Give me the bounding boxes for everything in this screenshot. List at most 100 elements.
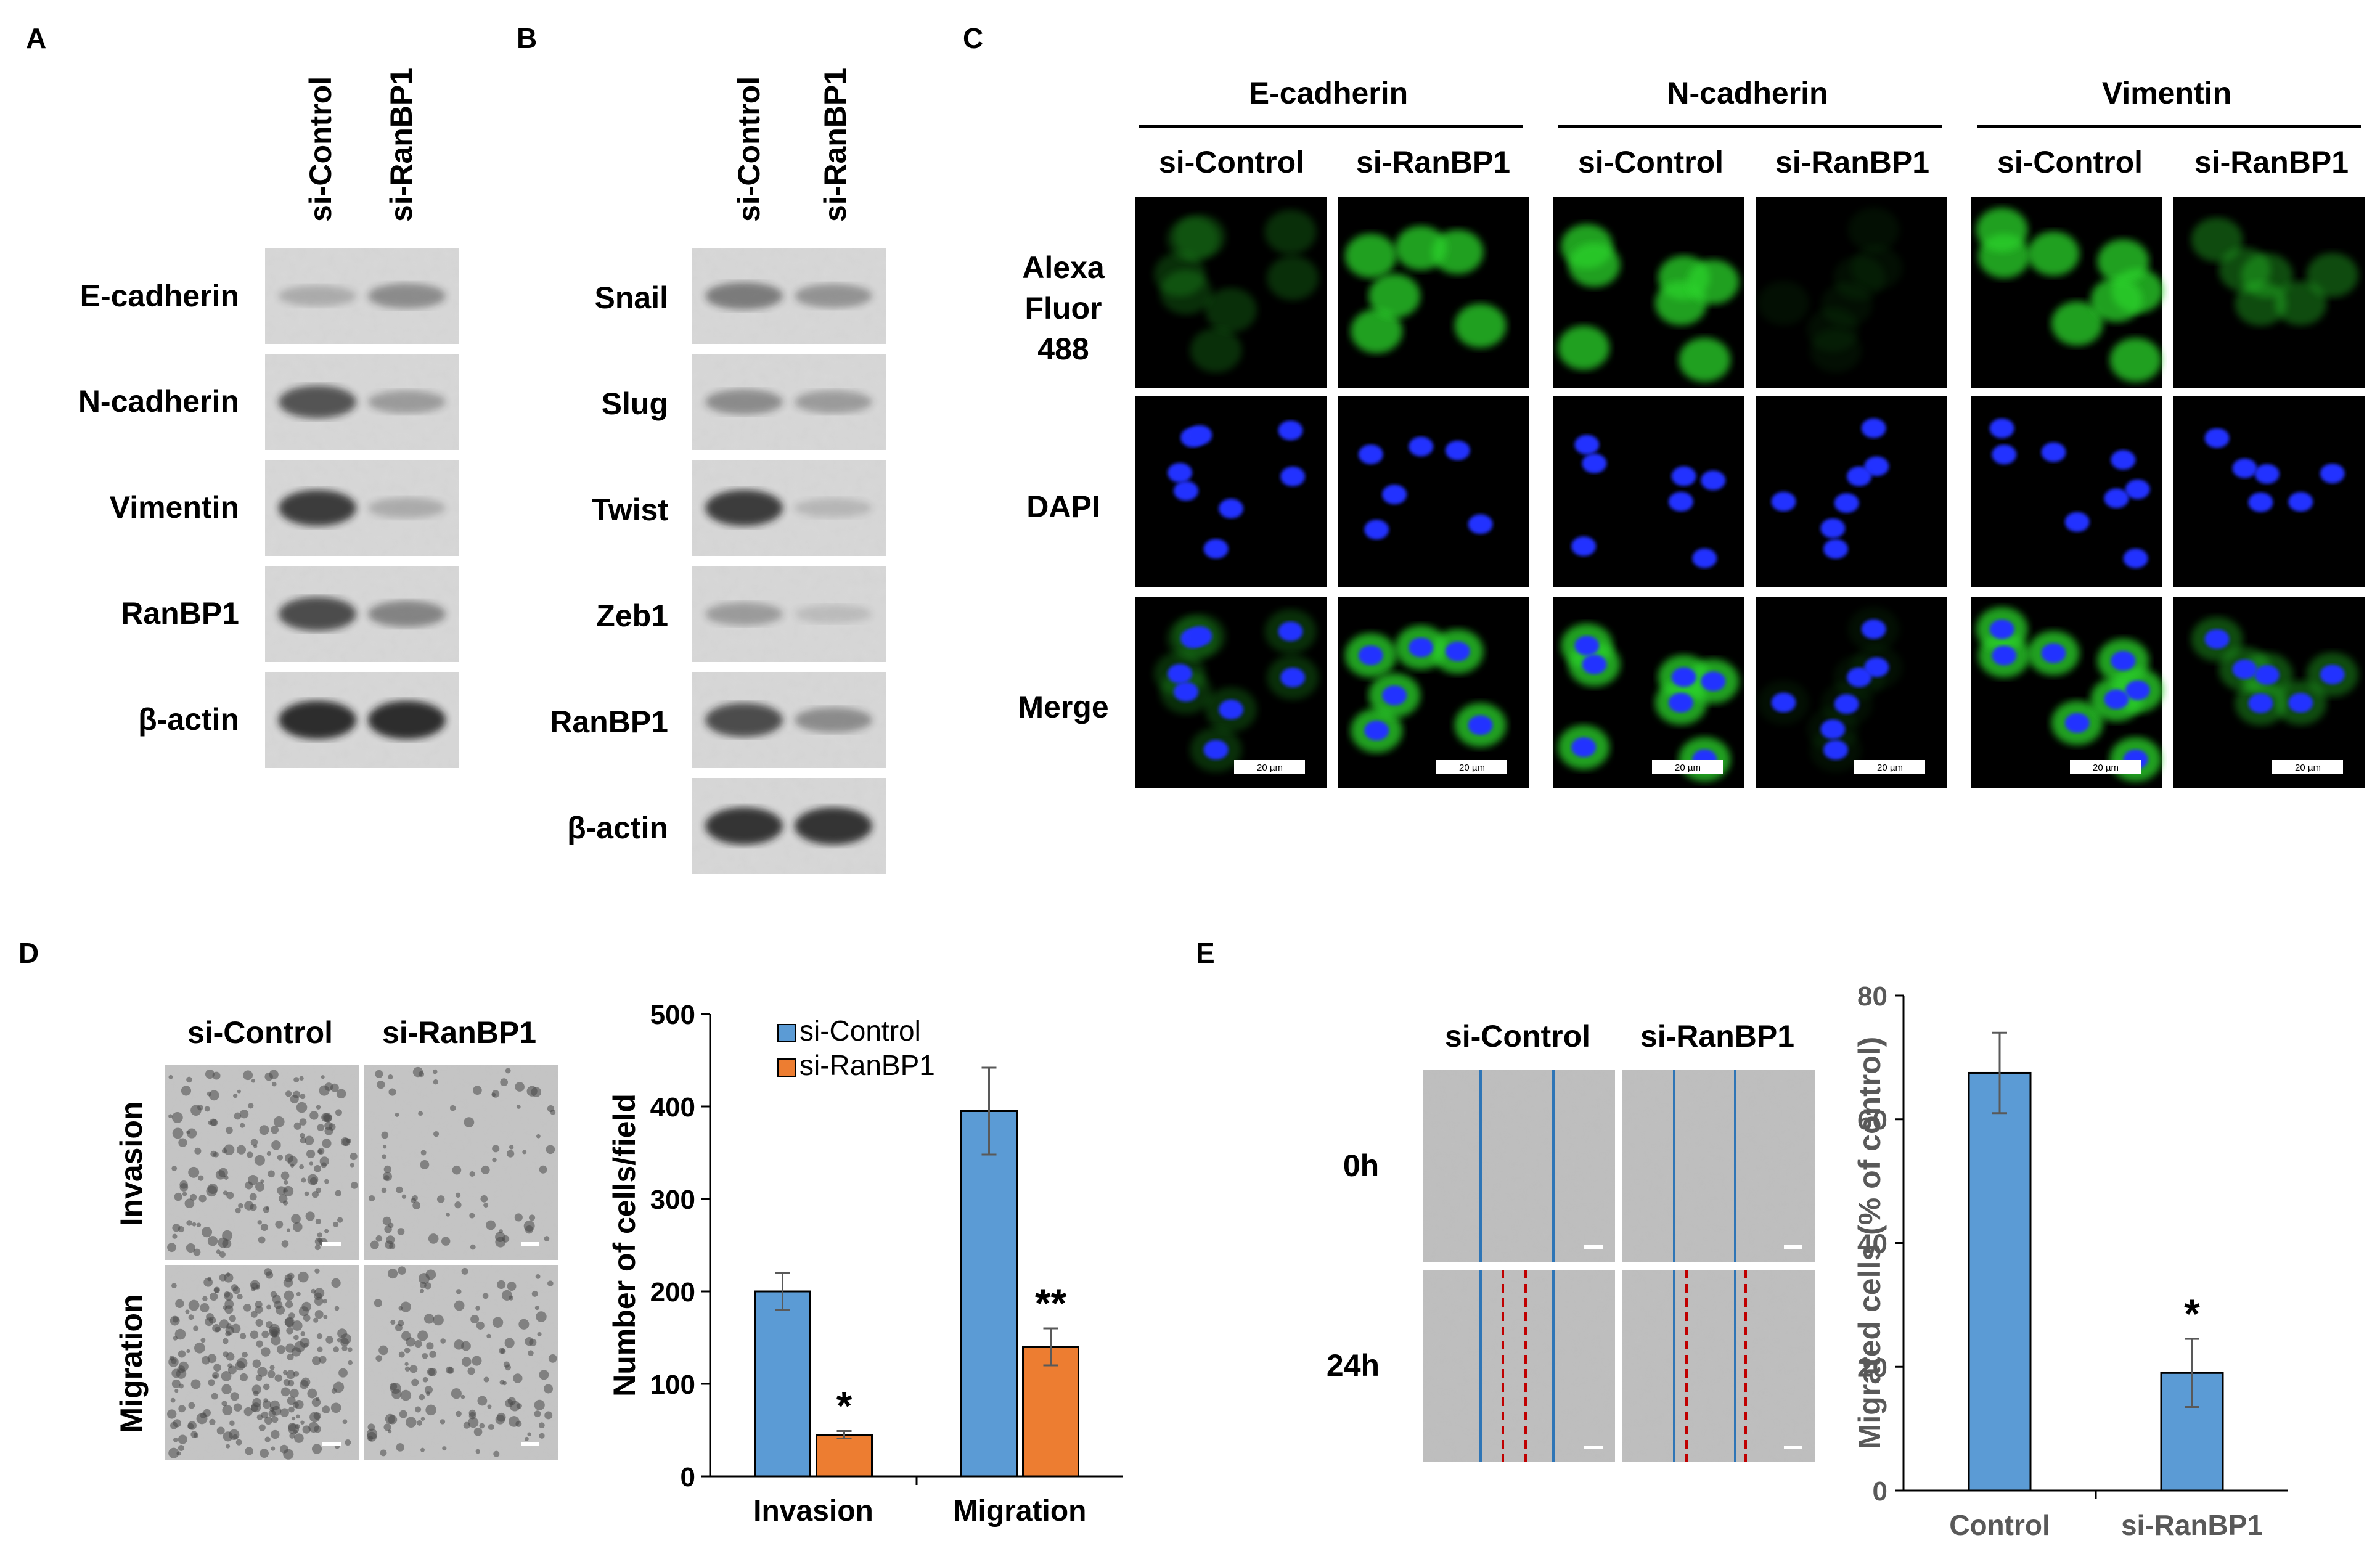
- wound-scale-bar: [1784, 1446, 1802, 1449]
- transwell-cell: [324, 1179, 329, 1184]
- transwell-cell: [280, 1387, 290, 1397]
- if-nucleus-dapi: [1574, 435, 1600, 455]
- if-nucleus-dapi: [1992, 645, 2017, 666]
- transwell-cell: [404, 1362, 409, 1366]
- transwell-cell: [396, 1186, 403, 1193]
- transwell-cell: [175, 1299, 184, 1308]
- if-nucleus-dapi: [1847, 466, 1872, 486]
- transwell-cell: [350, 1152, 358, 1161]
- chart-d-y-tick-label: 300: [650, 1185, 695, 1215]
- transwell-cell: [243, 1303, 251, 1312]
- transwell-cell: [317, 1346, 323, 1352]
- transwell-cell: [208, 1379, 215, 1386]
- transwell-cell: [186, 1076, 192, 1083]
- panel-label-b: B: [517, 22, 537, 54]
- transwell-cell: [377, 1081, 385, 1089]
- blot-a-band-n-cadherin-control: [279, 385, 357, 419]
- transwell-cell: [208, 1090, 219, 1101]
- if-image-grid: 20 µm 20 µm 20 µm 20 µm 20 µm 20 µm: [1135, 197, 2365, 788]
- transwell-cell: [172, 1316, 179, 1323]
- if-cell-green: [1351, 309, 1403, 354]
- transwell-cell: [207, 1277, 212, 1282]
- chart-d-y-axis-title: Number of cells/field: [607, 1094, 642, 1397]
- if-nucleus-dapi: [2125, 680, 2150, 700]
- transwell-cell: [337, 1217, 343, 1223]
- transwell-cell: [388, 1074, 393, 1080]
- transwell-cell: [190, 1431, 198, 1438]
- transwell-cell: [417, 1330, 428, 1341]
- transwell-cell: [300, 1331, 306, 1336]
- transwell-cell: [194, 1147, 202, 1155]
- transwell-cell: [548, 1354, 557, 1363]
- transwell-cell: [226, 1444, 231, 1449]
- transwell-cell: [536, 1134, 541, 1139]
- if-row-label-line: Fluor: [1025, 291, 1102, 325]
- blot-b-band-snail-control: [705, 282, 783, 310]
- if-nucleus-dapi: [1409, 436, 1434, 457]
- transwell-cell: [286, 1228, 291, 1232]
- transwell-cell: [300, 1132, 305, 1139]
- transwell-cell: [420, 1447, 425, 1452]
- transwell-cell: [172, 1233, 178, 1239]
- if-row-label-line: Merge: [1018, 690, 1108, 724]
- transwell-cell: [225, 1326, 234, 1335]
- if-nucleus-dapi: [1834, 694, 1859, 714]
- transwell-cell: [330, 1402, 341, 1413]
- transwell-cell: [411, 1378, 419, 1386]
- blot-b-band-slug-control: [705, 389, 783, 415]
- transwell-cell: [309, 1177, 318, 1185]
- if-cell-green: [1757, 280, 1810, 325]
- transwell-cell: [337, 1338, 341, 1343]
- chart-d-bar-si-control-migration: [960, 1110, 1018, 1478]
- transwell-cell: [256, 1414, 263, 1420]
- blot-b-band-ranbp1-knockdown: [794, 707, 872, 733]
- panel-b-western-blot: si-Control si-RanBP1 Snail Slug Twist Ze…: [550, 68, 886, 874]
- blot-a-band-e-cadherin-knockdown: [367, 283, 446, 309]
- blot-b-label-zeb1: Zeb1: [596, 599, 668, 633]
- transwell-cell: [268, 1170, 275, 1178]
- transwell-cell: [271, 1126, 279, 1134]
- transwell-cell: [367, 1423, 375, 1431]
- blot-b-band-ranbp1-control: [705, 703, 783, 737]
- if-nucleus-dapi: [1574, 636, 1600, 656]
- transwell-cell: [257, 1367, 268, 1377]
- transwell-scale-bar: [521, 1242, 539, 1246]
- transwell-cell: [350, 1163, 354, 1168]
- if-nucleus-dapi: [2111, 651, 2136, 671]
- transwell-cell: [245, 1181, 253, 1190]
- transwell-cell: [280, 1171, 290, 1180]
- transwell-cell: [210, 1150, 217, 1158]
- blot-b-label-ranbp1: RanBP1: [550, 705, 668, 739]
- transwell-cell: [534, 1399, 545, 1410]
- transwell-cell: [305, 1135, 314, 1145]
- if-row-label-line: Alexa: [1022, 250, 1105, 285]
- blot-a-label-vimentin: Vimentin: [110, 490, 239, 525]
- transwell-cell: [409, 1365, 418, 1373]
- transwell-cell: [406, 1337, 415, 1347]
- transwell-cell: [229, 1420, 235, 1426]
- transwell-cell: [461, 1267, 468, 1275]
- chart-d-y-tick-label: 100: [650, 1370, 695, 1400]
- transwell-cell: [470, 1244, 476, 1250]
- transwell-cell: [188, 1299, 200, 1311]
- panel-d-transwell: si-Control si-RanBP1 Invasion Migration …: [114, 1000, 1123, 1528]
- transwell-cell: [292, 1090, 301, 1098]
- transwell-cell: [255, 1306, 263, 1314]
- blot-b-band-twist-control: [705, 489, 783, 526]
- transwell-cell: [311, 1191, 319, 1198]
- if-image-r0-c1: [1338, 197, 1529, 388]
- transwell-cell: [242, 1351, 248, 1358]
- if-row-label-alexa-fluor-488: Alexa Fluor 488: [1022, 250, 1105, 366]
- if-nucleus-dapi: [1203, 539, 1229, 559]
- blot-a-band-beta-actin-knockdown: [367, 700, 446, 740]
- if-nucleus-dapi: [1668, 692, 1693, 713]
- if-nucleus-dapi: [1445, 641, 1470, 661]
- transwell-cell: [317, 1148, 325, 1155]
- transwell-cell: [404, 1347, 411, 1354]
- transwell-cell: [168, 1114, 173, 1119]
- if-cell-green: [1190, 328, 1242, 373]
- chart-e-y-tick-label: 0: [1873, 1476, 1887, 1507]
- if-nucleus-dapi: [1571, 536, 1597, 557]
- if-nucleus-dapi: [1280, 668, 1306, 688]
- transwell-cell: [250, 1330, 259, 1339]
